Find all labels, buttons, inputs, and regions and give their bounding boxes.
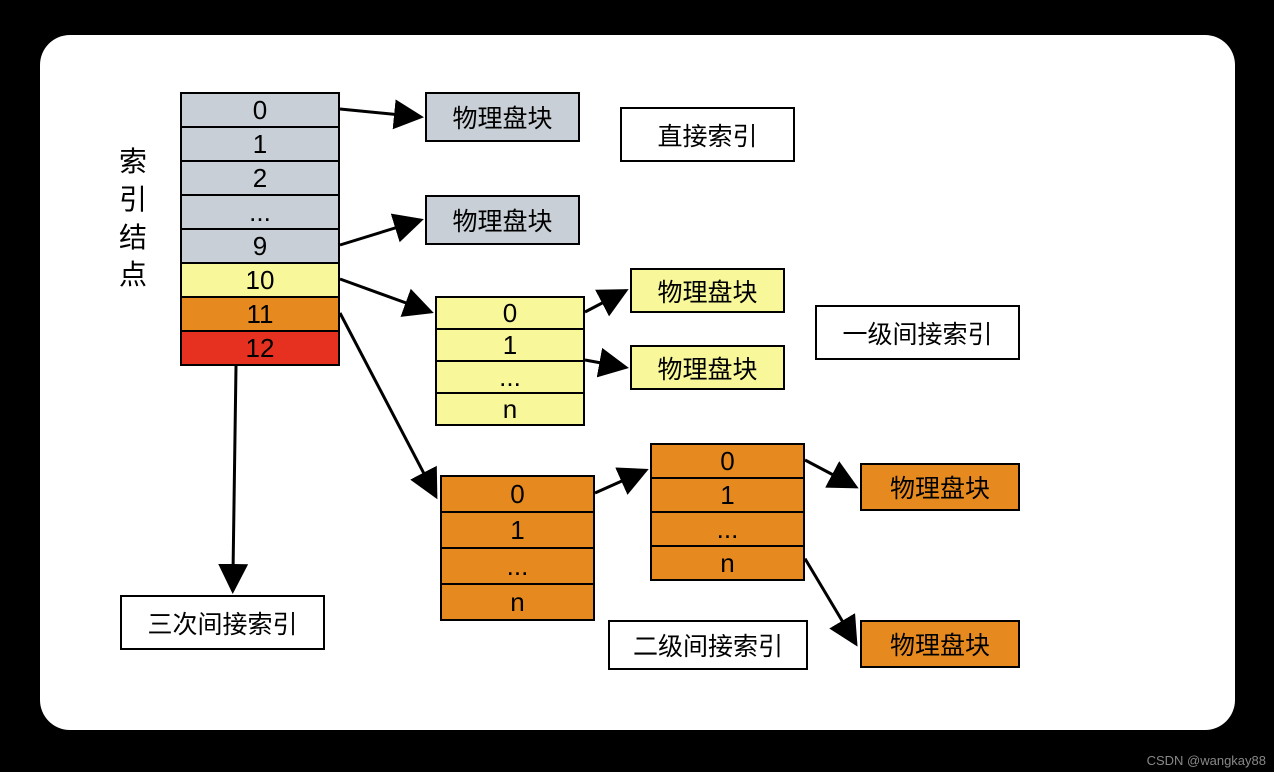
inode-row-11: 11 xyxy=(180,296,340,332)
l1-index-caption: 一级间接索引 xyxy=(815,305,1020,360)
l2b-table-row-0: 0 xyxy=(650,443,805,479)
inode-diagram: 索引结点 012...9101112 01...n 01...n 01...n … xyxy=(40,35,1235,730)
l2-physical-block-a: 物理盘块 xyxy=(860,463,1020,511)
l2a-table-row-0: 0 xyxy=(440,475,595,513)
inode-row-9: 9 xyxy=(180,228,340,264)
inode-row-12: 12 xyxy=(180,330,340,366)
l1-table-row-3: n xyxy=(435,392,585,426)
l2a-table-row-2: ... xyxy=(440,547,595,585)
l2a-table-row-3: n xyxy=(440,583,595,621)
l1-physical-block-b: 物理盘块 xyxy=(630,345,785,390)
l1-table-row-1: 1 xyxy=(435,328,585,362)
direct-index-caption: 直接索引 xyxy=(620,107,795,162)
l3-index-caption: 三次间接索引 xyxy=(120,595,325,650)
l2-index-caption: 二级间接索引 xyxy=(608,620,808,670)
inode-row-0: 0 xyxy=(180,92,340,128)
l1-table-row-2: ... xyxy=(435,360,585,394)
l2b-table-row-3: n xyxy=(650,545,805,581)
inode-row-1: 1 xyxy=(180,126,340,162)
l2b-table-row-2: ... xyxy=(650,511,805,547)
l1-physical-block-a: 物理盘块 xyxy=(630,268,785,313)
physical-block-9: 物理盘块 xyxy=(425,195,580,245)
inode-row-10: 10 xyxy=(180,262,340,298)
inode-row-2: 2 xyxy=(180,160,340,196)
watermark: CSDN @wangkay88 xyxy=(1147,753,1266,768)
l2a-table-row-1: 1 xyxy=(440,511,595,549)
l2b-table-row-1: 1 xyxy=(650,477,805,513)
direct-physical-block: 物理盘块 xyxy=(425,92,580,142)
inode-row-...: ... xyxy=(180,194,340,230)
inode-vertical-label: 索引结点 xyxy=(118,143,148,294)
l2-physical-block-b: 物理盘块 xyxy=(860,620,1020,668)
l1-table-row-0: 0 xyxy=(435,296,585,330)
diagram-card: 索引结点 012...9101112 01...n 01...n 01...n … xyxy=(40,35,1235,730)
